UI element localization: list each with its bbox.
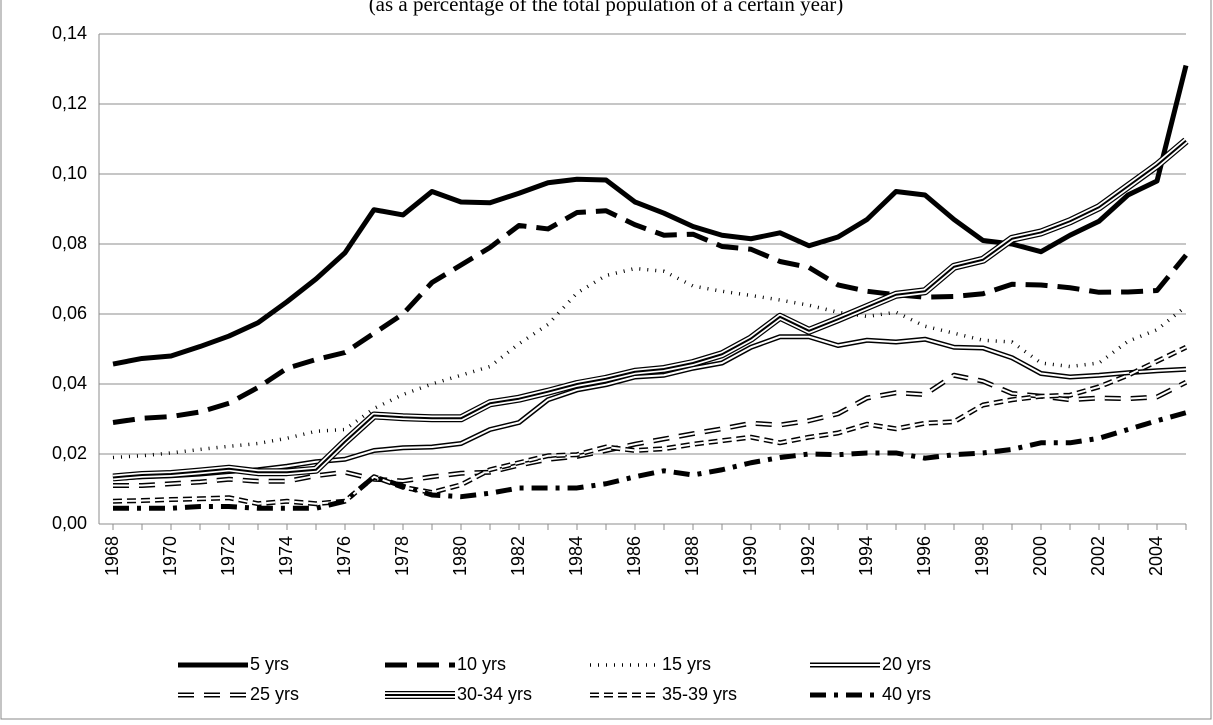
y-tick-label: 0,14 bbox=[52, 23, 87, 43]
series-line bbox=[112, 208, 1188, 425]
y-tick-label: 0,02 bbox=[52, 443, 87, 463]
legend-label: 40 yrs bbox=[882, 684, 931, 704]
x-tick-label: 1974 bbox=[276, 536, 296, 576]
x-tick-label: 1972 bbox=[218, 536, 238, 576]
x-tick-label: 1980 bbox=[450, 536, 470, 576]
legend-label: 5 yrs bbox=[250, 654, 289, 674]
x-tick-label: 1978 bbox=[392, 536, 412, 576]
legend-label: 20 yrs bbox=[882, 654, 931, 674]
x-tick-label: 2004 bbox=[1146, 536, 1166, 576]
x-tick-label: 1982 bbox=[508, 536, 528, 576]
x-tick-label: 1986 bbox=[624, 536, 644, 576]
x-tick-label: 1988 bbox=[682, 536, 702, 576]
legend-label: 30-34 yrs bbox=[457, 684, 532, 704]
y-tick-label: 0,10 bbox=[52, 163, 87, 183]
y-tick-label: 0,08 bbox=[52, 233, 87, 253]
y-tick-label: 0,06 bbox=[52, 303, 87, 323]
series-line-inner bbox=[112, 139, 1187, 479]
y-tick-label: 0,12 bbox=[52, 93, 87, 113]
x-tick-label: 1994 bbox=[856, 536, 876, 576]
x-tick-label: 1998 bbox=[972, 536, 992, 576]
x-tick-label: 1968 bbox=[102, 536, 122, 576]
x-tick-label: 1996 bbox=[914, 536, 934, 576]
x-tick-label: 1976 bbox=[334, 536, 354, 576]
x-tick-label: 1984 bbox=[566, 536, 586, 576]
legend-label: 15 yrs bbox=[662, 654, 711, 674]
series-line bbox=[113, 410, 1187, 511]
x-tick-label: 1990 bbox=[740, 536, 760, 576]
y-tick-label: 0,00 bbox=[52, 513, 87, 533]
legend-label: 25 yrs bbox=[250, 684, 299, 704]
x-tick-label: 2000 bbox=[1030, 536, 1050, 576]
legend-label: 10 yrs bbox=[457, 654, 506, 674]
x-tick-label: 1970 bbox=[160, 536, 180, 576]
legend-label: 35-39 yrs bbox=[662, 684, 737, 704]
chart-title: (as a percentage of the total population… bbox=[369, 0, 844, 16]
x-tick-label: 1992 bbox=[798, 536, 818, 576]
y-tick-label: 0,04 bbox=[52, 373, 87, 393]
series-line-inner bbox=[113, 374, 1187, 487]
x-tick-label: 2002 bbox=[1088, 536, 1108, 576]
series-line-inner bbox=[112, 335, 1187, 480]
